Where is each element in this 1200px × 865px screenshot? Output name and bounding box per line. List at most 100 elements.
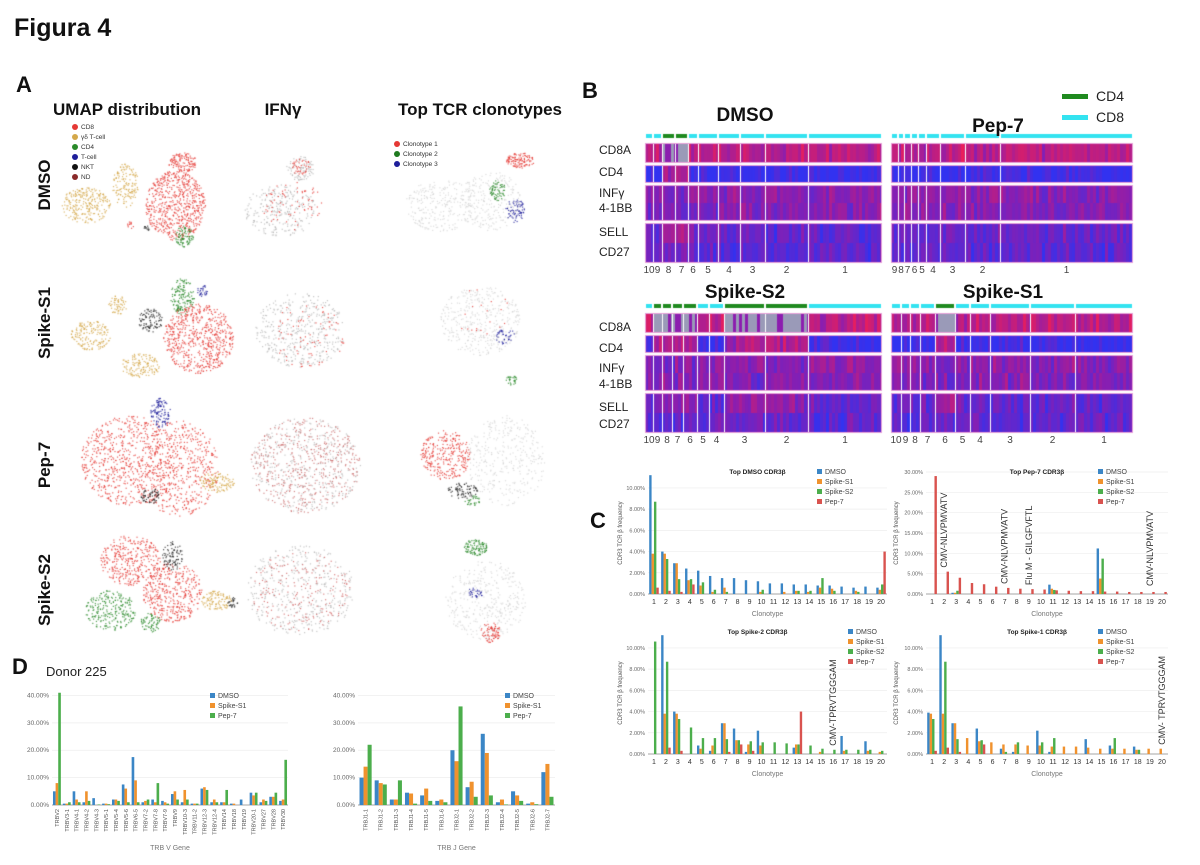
heatmap-title-pep-7: Pep-7 xyxy=(972,116,1024,137)
cluster-label: 8 xyxy=(664,435,670,446)
x-tick-label: 13 xyxy=(1073,599,1081,606)
bar-spike-s1-9 xyxy=(1026,745,1029,754)
x-tick-label: 14 xyxy=(805,599,813,606)
clonotype-legend-item: Clonotype 3 xyxy=(394,159,438,169)
cluster-label: 9 xyxy=(891,265,898,276)
bar-dmso-trbv4-1 xyxy=(72,791,76,805)
y-tick-label: 0.00% xyxy=(31,802,50,809)
bar-dmso-trbv18 xyxy=(229,803,233,805)
legend-dot-icon xyxy=(394,141,400,147)
bar-pep-7-2 xyxy=(668,747,671,754)
cluster-label: 8 xyxy=(665,265,672,276)
y-tick-label: 20.00% xyxy=(904,511,923,517)
legend-label: Pep-7 xyxy=(1106,659,1125,666)
bar-dmso-8 xyxy=(732,578,736,594)
bar-pep-7-12 xyxy=(1067,590,1070,594)
x-tick-label: 14 xyxy=(805,759,813,766)
bar-spike-s1-trbv4-1 xyxy=(75,799,78,805)
bar-spike-s1-13 xyxy=(1074,746,1078,754)
x-tick-label: TRBV28 xyxy=(271,809,277,830)
bar-spike-s2-14 xyxy=(809,745,812,754)
x-axis-label: Clonotype xyxy=(752,611,784,618)
column-title-umap: UMAP distribution xyxy=(53,100,201,119)
y-tick-label: 10.00% xyxy=(333,775,355,782)
bar-pep-7-3 xyxy=(680,750,683,754)
bar-spike-s2-10 xyxy=(761,589,764,594)
x-tick-label: TRBV7-8 xyxy=(153,809,159,832)
x-tick-label: 10 xyxy=(758,759,766,766)
bar-spike-s1-11 xyxy=(1050,588,1054,594)
bar-spike-s1-2 xyxy=(941,713,945,754)
cluster-label: 3 xyxy=(741,435,748,446)
clonotype-legend-item: Clonotype 2 xyxy=(394,149,438,159)
bar-spike-s1-trbj2-2 xyxy=(469,781,474,805)
y-tick-label: 10.00% xyxy=(904,646,923,652)
legend-swatch xyxy=(1098,489,1103,494)
bar-spike-s1-trbj1-6 xyxy=(439,799,444,805)
bar-spike-s1-2 xyxy=(663,553,666,594)
bar-pep-7-trbj2-4 xyxy=(503,804,509,805)
bar-spike-s2-13 xyxy=(797,744,800,754)
bar-pep-7-11 xyxy=(1055,590,1058,594)
bar-dmso-11 xyxy=(1048,584,1051,594)
bar-chart-2: 0.00%2.00%4.00%6.00%8.00%10.00%1 2 3 4 5 6 7 8 9… xyxy=(618,629,887,778)
bar-spike-s1-8 xyxy=(1014,744,1017,754)
x-tick-label: 10 xyxy=(758,599,766,606)
legend-swatch xyxy=(848,639,853,644)
bar-pep-7-13 xyxy=(1079,591,1083,594)
y-axis-label: CDR3 TCR β frequency xyxy=(618,661,624,724)
bar-spike-s2-11 xyxy=(1053,589,1056,594)
bar-dmso-trbj2-3 xyxy=(480,733,485,805)
bar-dmso-19 xyxy=(864,586,867,594)
legend-dot-icon xyxy=(72,174,78,180)
bar-spike-s1-6 xyxy=(711,591,714,594)
y-tick-label: 40.00% xyxy=(333,692,355,699)
x-tick-label: 16 xyxy=(829,599,837,606)
bar-spike-s2-2 xyxy=(665,661,669,754)
bar-spike-s2-18 xyxy=(857,749,860,754)
bar-pep-7-trbj2-3 xyxy=(488,795,493,805)
legend-dot-icon xyxy=(72,124,78,130)
x-tick-label: 20 xyxy=(877,599,885,606)
bar-pep-7-trbv7-8 xyxy=(156,783,160,805)
y-tick-label: 6.00% xyxy=(907,688,923,694)
bar-pep-7-trbj1-5 xyxy=(428,800,433,805)
bar-dmso-14 xyxy=(1084,739,1087,754)
bar-dmso-10 xyxy=(1036,730,1039,754)
x-tick-label: TRBV4-3 xyxy=(94,809,100,832)
gene-label: SELL xyxy=(599,225,629,239)
bar-spike-s1-trbv11-2 xyxy=(193,803,196,805)
bar-dmso-14 xyxy=(804,584,807,594)
bar-spike-s2-15 xyxy=(1101,558,1104,594)
epitope-annotation: CMV-NLVPMVATV xyxy=(1000,509,1010,584)
x-tick-label: TRBV7-2 xyxy=(143,809,149,832)
bar-spike-s2-20 xyxy=(881,750,884,754)
cell-type-legend-label: γδ T-cell xyxy=(81,133,106,141)
x-tick-label: 12 xyxy=(782,759,790,766)
bar-dmso-6 xyxy=(708,575,712,594)
x-tick-label: 17 xyxy=(1122,759,1130,766)
x-axis-label: Clonotype xyxy=(752,771,784,778)
gene-label: 4-1BB xyxy=(599,201,633,215)
bar-spike-s1-15 xyxy=(818,587,822,594)
cell-type-legend-label: NKT xyxy=(81,163,94,171)
x-tick-label: TRBJ1-1 xyxy=(364,809,370,831)
cluster-label: 2 xyxy=(1049,435,1056,446)
x-tick-label: 9 xyxy=(748,599,752,606)
x-tick-label: 11 xyxy=(770,759,777,766)
x-tick-label: 12 xyxy=(1061,759,1069,766)
bar-spike-s1-19 xyxy=(866,750,870,754)
bar-pep-7-2 xyxy=(946,747,949,754)
legend-swatch xyxy=(1098,479,1103,484)
bar-pep-7-18 xyxy=(1140,591,1143,594)
x-tick-label: TRBJ2-6 xyxy=(530,809,536,831)
bar-spike-s1-trbj2-3 xyxy=(484,752,489,805)
bar-dmso-12 xyxy=(780,583,784,594)
legend-dot-icon xyxy=(72,154,78,160)
x-tick-label: 9 xyxy=(1027,599,1031,606)
y-tick-label: 30.00% xyxy=(333,720,355,727)
bar-pep-7-trbj2-1 xyxy=(458,706,463,805)
y-tick-label: 10.00% xyxy=(27,775,49,782)
bar-spike-s2-10 xyxy=(1040,742,1044,754)
cluster-label: 8 xyxy=(898,265,904,276)
